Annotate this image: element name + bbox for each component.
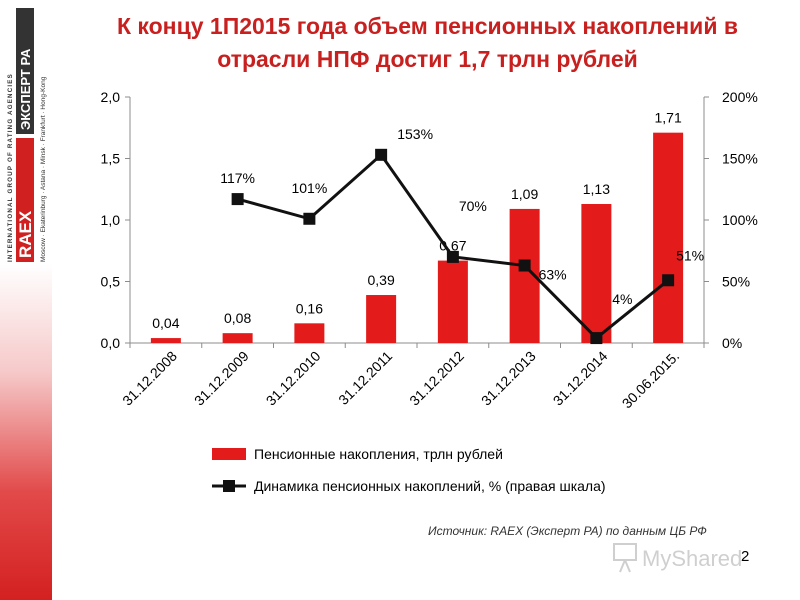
logo-cities: Moscow · Ekaterinburg · Astana · Minsk ·…: [40, 76, 47, 262]
y-left-tick-label: 0,0: [101, 335, 121, 351]
legend-bar-swatch: [212, 448, 246, 460]
watermark-text: MyShared: [642, 546, 742, 571]
y-right-tick-label: 200%: [722, 89, 758, 105]
y-right-tick-label: 0%: [722, 335, 742, 351]
growth-value-label: 101%: [291, 180, 327, 196]
myshared-watermark: MyShared: [613, 543, 742, 573]
logo-brand: RAEX: [16, 210, 35, 258]
y-right-tick-label: 100%: [722, 212, 758, 228]
bar: [294, 323, 325, 343]
y-right-tick-label: 50%: [722, 274, 750, 290]
growth-value-label: 70%: [459, 198, 487, 214]
growth-value-label: 4%: [612, 291, 632, 307]
growth-point: [446, 250, 459, 263]
growth-point: [662, 274, 675, 287]
raex-logo: INTERNATIONAL GROUP OF RATING AGENCIES R…: [7, 8, 47, 262]
growth-value-label: 117%: [220, 170, 255, 186]
y-left-tick-label: 0,5: [101, 274, 121, 290]
logo-brand-ru-box: [16, 8, 34, 134]
slide-title: К концу 1П2015 года объем пенсионных нак…: [60, 10, 795, 76]
x-tick-label: 30.06.2015.: [619, 348, 683, 412]
bar-value-label: 0,08: [224, 310, 251, 326]
growth-point: [590, 332, 603, 345]
bar-value-label: 0,16: [296, 300, 323, 316]
x-tick-label: 31.12.2008: [119, 348, 180, 409]
legend-line-marker: [223, 480, 235, 492]
bar-value-label: 0,04: [152, 315, 179, 331]
bar-value-label: 1,09: [511, 186, 538, 202]
growth-point: [375, 148, 388, 161]
bar: [581, 204, 612, 343]
logo-brand-ru: ЭКСПЕРТ РА: [18, 48, 33, 130]
growth-value-label: 153%: [397, 126, 433, 142]
legend-line-label: Динамика пенсионных накоплений, % (права…: [254, 478, 606, 494]
x-tick-label: 31.12.2009: [191, 348, 252, 409]
bar: [437, 260, 468, 343]
bar: [653, 132, 684, 343]
page-number: 2: [741, 548, 750, 565]
y-left-tick-label: 1,5: [101, 151, 121, 167]
bar: [150, 338, 181, 343]
bar-value-label: 1,13: [583, 181, 610, 197]
y-left-tick-label: 2,0: [101, 89, 121, 105]
slide-title-line-1: К концу 1П2015 года объем пенсионных нак…: [117, 13, 738, 39]
logo-brand-box: [16, 138, 34, 262]
slide-title-line-2: отрасли НПФ достиг 1,7 трлн рублей: [217, 46, 638, 72]
x-tick-label: 31.12.2014: [550, 348, 611, 409]
legend-bar-label: Пенсионные накопления, трлн рублей: [254, 446, 503, 462]
source-note: Источник: RAEX (Эксперт РА) по данным ЦБ…: [428, 524, 707, 538]
y-right-tick-label: 150%: [722, 151, 758, 167]
x-tick-label: 31.12.2013: [478, 348, 539, 409]
bar-value-label: 0,39: [368, 272, 395, 288]
y-left-tick-label: 1,0: [101, 212, 121, 228]
brand-sidebar: INTERNATIONAL GROUP OF RATING AGENCIES R…: [0, 0, 52, 600]
x-tick-label: 31.12.2012: [406, 348, 467, 409]
growth-point: [303, 212, 316, 225]
x-tick-label: 31.12.2010: [263, 348, 324, 409]
logo-tagline: INTERNATIONAL GROUP OF RATING AGENCIES: [7, 73, 14, 262]
growth-point: [231, 193, 244, 206]
x-tick-label: 31.12.2011: [335, 348, 395, 408]
growth-point: [518, 259, 531, 272]
bar-value-label: 1,71: [655, 110, 682, 126]
growth-value-label: 51%: [676, 247, 704, 263]
bar: [222, 333, 253, 343]
growth-value-label: 63%: [539, 267, 567, 283]
presentation-board-icon: [613, 543, 637, 573]
bar: [366, 295, 397, 343]
